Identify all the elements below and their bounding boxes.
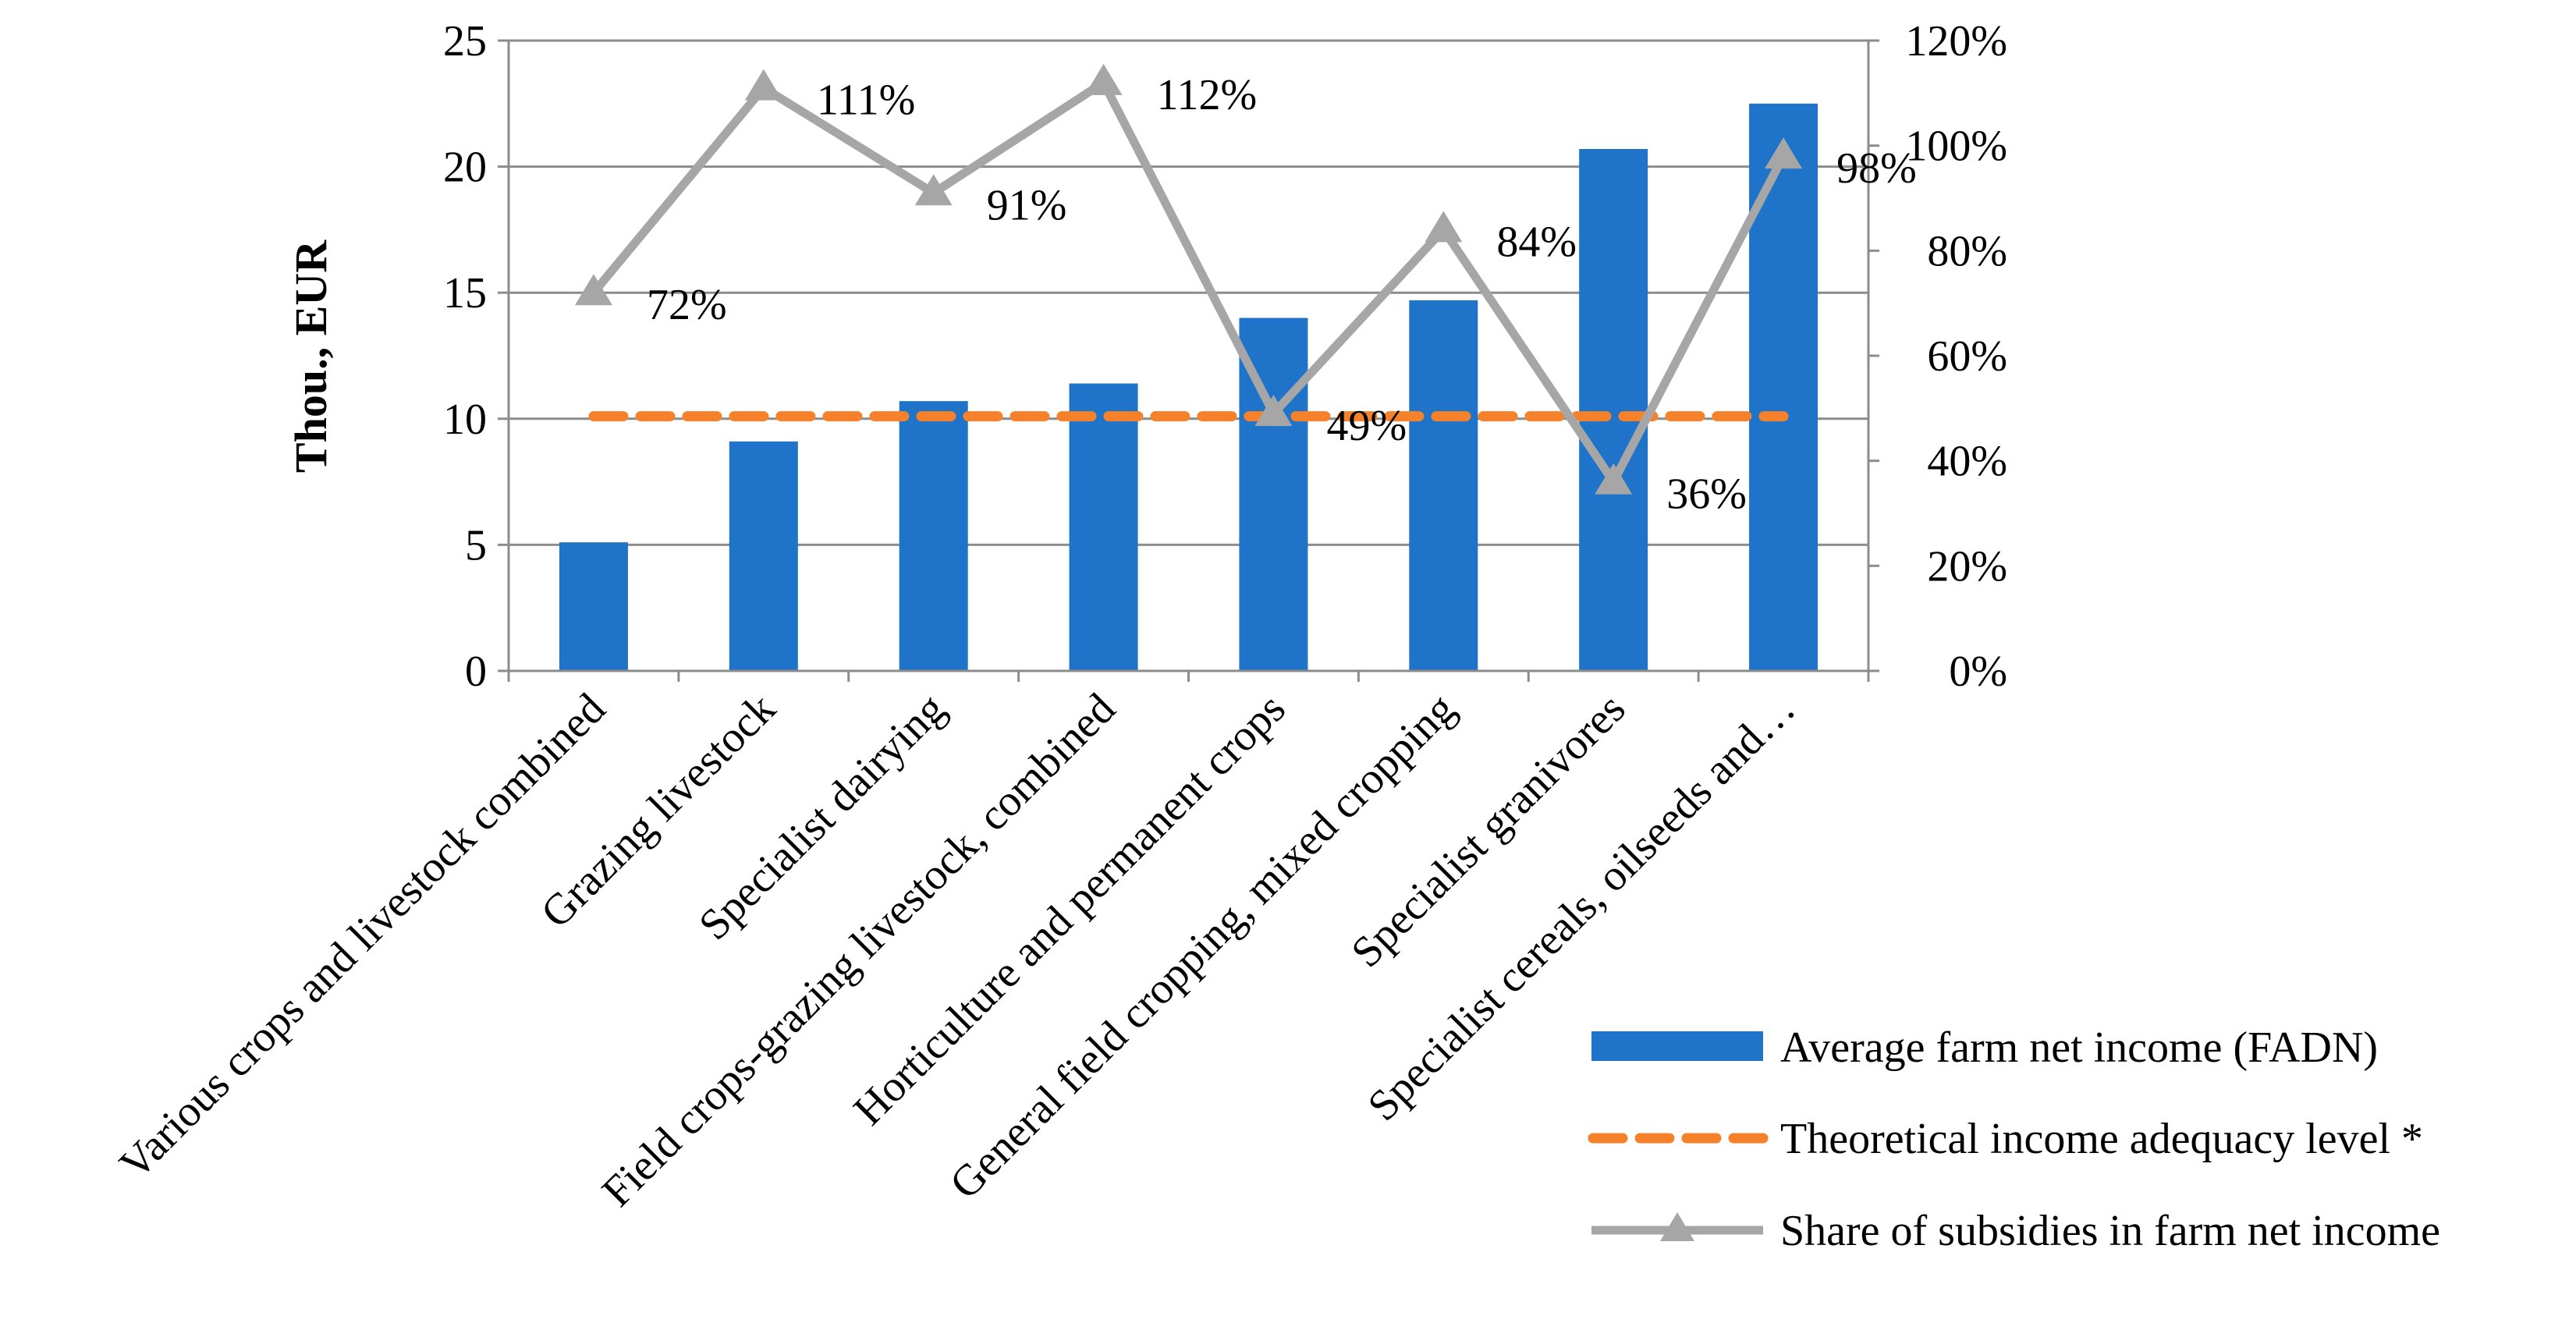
category-labels: Various crops and livestock combinedGraz… bbox=[111, 684, 1805, 1216]
data-label: 98% bbox=[1836, 144, 1917, 193]
share-marker bbox=[574, 274, 612, 306]
legend-swatch-bar bbox=[1591, 1031, 1763, 1061]
bar bbox=[559, 542, 628, 671]
share-marker bbox=[1425, 211, 1463, 243]
legend-label-bar: Average farm net income (FADN) bbox=[1780, 1023, 2378, 1072]
y2-tick-label: 100% bbox=[1905, 122, 2007, 171]
data-label: 111% bbox=[817, 76, 916, 125]
y-tick-label: 15 bbox=[443, 269, 487, 318]
legend-label-share: Share of subsidies in farm net income bbox=[1780, 1207, 2440, 1255]
y2-tick-label: 80% bbox=[1927, 227, 2007, 275]
y2-tick-label: 0% bbox=[1949, 647, 2007, 696]
share-marker bbox=[1254, 395, 1293, 427]
share-marker bbox=[1765, 137, 1803, 169]
y2-tick-label: 120% bbox=[1905, 17, 2007, 66]
bar bbox=[729, 441, 798, 671]
legend-label-adequacy: Theoretical income adequacy level * bbox=[1780, 1115, 2423, 1163]
share-marker bbox=[744, 69, 782, 101]
y-tick-label: 25 bbox=[443, 17, 487, 66]
data-label: 91% bbox=[987, 181, 1067, 229]
axes bbox=[498, 39, 1879, 682]
y2-tick-label: 60% bbox=[1927, 332, 2007, 381]
line-series-subsidy-share bbox=[574, 63, 1803, 495]
category-label: Various crops and livestock combined bbox=[111, 684, 615, 1188]
bar-series-average-net-income bbox=[559, 103, 1818, 672]
data-labels: 72% 111% 91% 112% 49% 84% 36% 98% bbox=[647, 71, 1917, 519]
bar bbox=[1749, 103, 1818, 672]
share-marker bbox=[1084, 63, 1123, 95]
bar bbox=[1409, 300, 1478, 671]
tick-labels: 0 5 10 15 20 25 0% 20% 40% 60% 80% 100% 120% bbox=[443, 17, 2007, 696]
data-label: 36% bbox=[1666, 470, 1747, 519]
y-tick-label: 20 bbox=[443, 144, 487, 192]
y-axis-title: Thou., EUR bbox=[286, 239, 336, 473]
share-marker bbox=[1595, 463, 1633, 495]
legend: Average farm net income (FADN) Theoretic… bbox=[1588, 1023, 2440, 1255]
bar bbox=[1579, 148, 1648, 671]
y2-tick-label: 20% bbox=[1927, 542, 2007, 591]
data-label: 112% bbox=[1157, 71, 1258, 119]
bar bbox=[899, 401, 968, 671]
y-tick-label: 0 bbox=[465, 647, 487, 696]
bar bbox=[1069, 383, 1138, 671]
y2-tick-label: 40% bbox=[1927, 438, 2007, 486]
y-tick-label: 10 bbox=[443, 396, 487, 444]
y-tick-label: 5 bbox=[465, 521, 487, 569]
data-label: 72% bbox=[647, 281, 727, 329]
share-marker bbox=[914, 174, 953, 206]
data-label: 49% bbox=[1326, 402, 1407, 450]
legend-swatch-share-marker bbox=[1660, 1212, 1694, 1241]
share-line bbox=[590, 78, 1787, 487]
data-label: 84% bbox=[1496, 218, 1577, 266]
